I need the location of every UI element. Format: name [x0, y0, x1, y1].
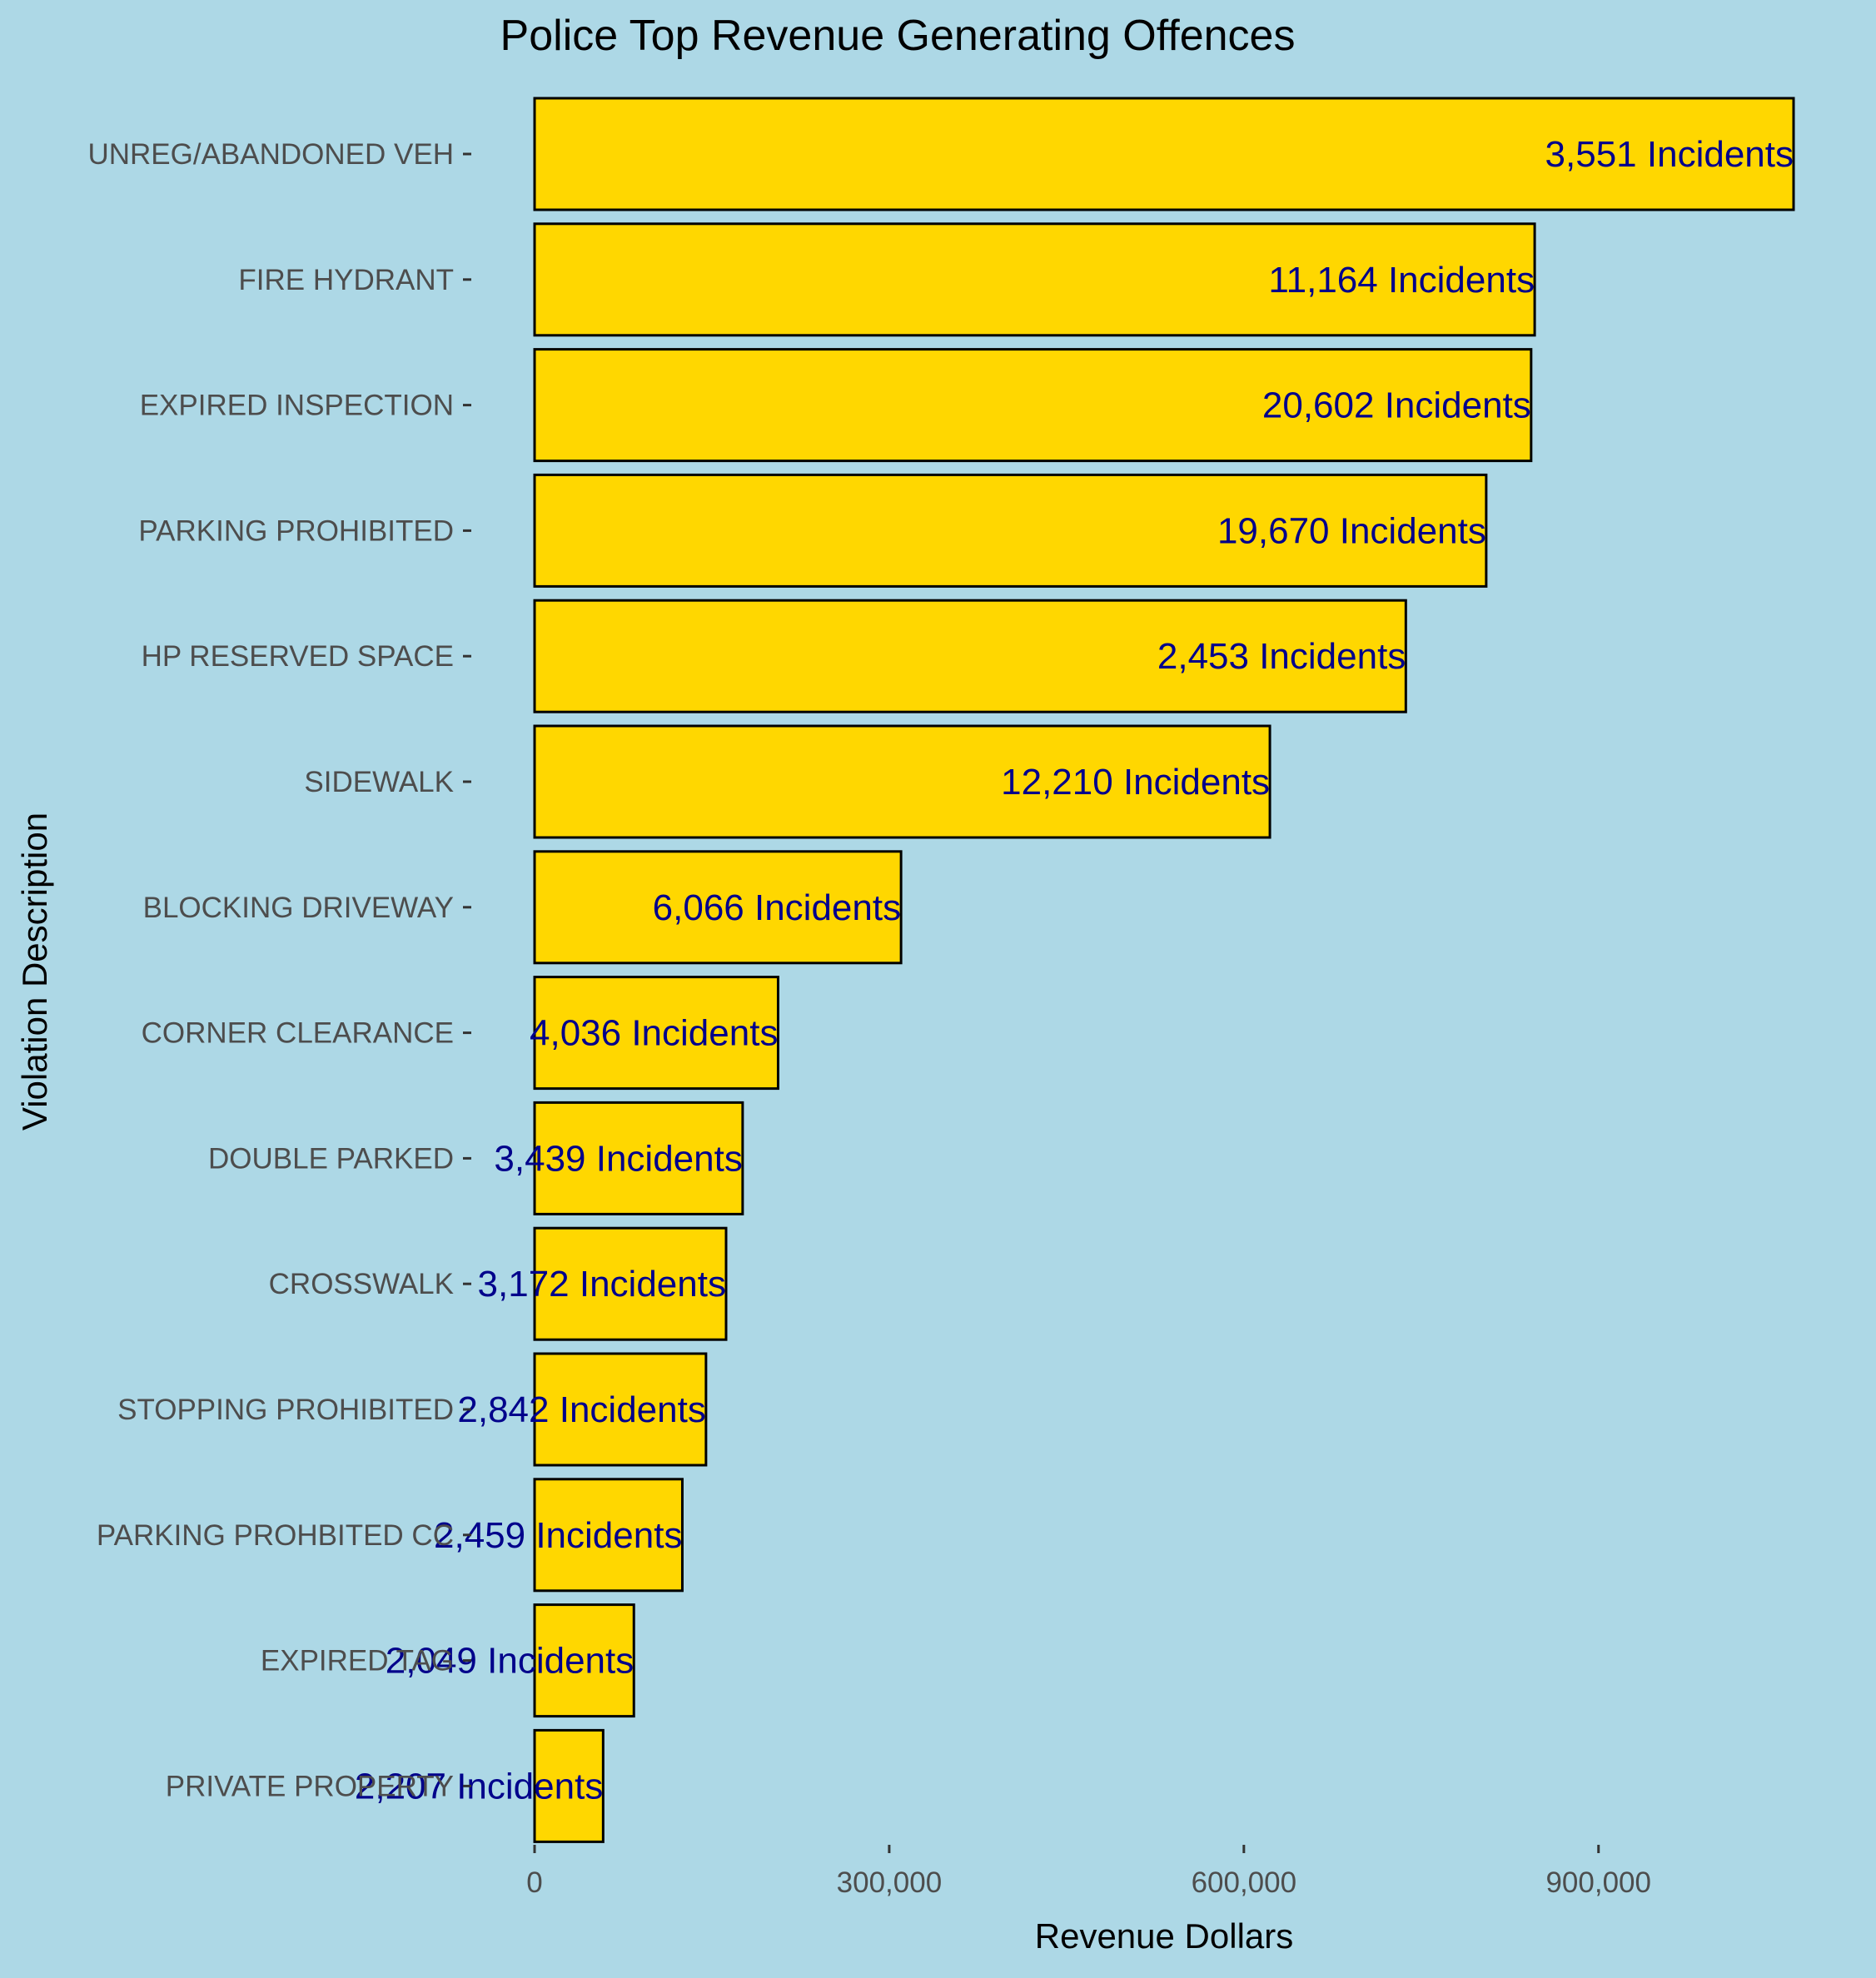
data-label: 2,459 Incidents [434, 1515, 682, 1556]
y-tick-label: PARKING PROHBITED CC [97, 1519, 454, 1552]
y-tick-label: CROSSWALK [269, 1268, 454, 1300]
x-tick-label: 900,000 [1545, 1866, 1651, 1899]
bar [533, 222, 1536, 337]
y-axis-title: Violation Description [15, 813, 54, 1131]
x-axis-title: Revenue Dollars [1035, 1916, 1294, 1956]
bar [533, 1728, 605, 1843]
bar [533, 850, 903, 965]
y-tick-label: BLOCKING DRIVEWAY [143, 892, 454, 924]
data-label: 11,164 Incidents [1268, 260, 1535, 301]
bar [533, 473, 1488, 588]
y-tick-label: HP RESERVED SPACE [142, 640, 454, 673]
bar [533, 599, 1407, 713]
y-axis: UNREG/ABANDONED VEH FIRE HYDRANT EXPIRED I… [87, 138, 471, 1802]
bar [533, 1478, 684, 1593]
y-tick-label: STOPPING PROHIBITED [117, 1394, 454, 1426]
bar [533, 976, 779, 1091]
bar [533, 348, 1533, 463]
y-tick-label: PRIVATE PROPERTY [166, 1770, 454, 1802]
bar [533, 1603, 635, 1718]
y-tick-label: EXPIRED INSPECTION [140, 390, 454, 422]
x-axis: 0 300,000 600,000 900,000 [526, 1845, 1651, 1899]
data-label: 3,439 Incidents [494, 1138, 742, 1179]
data-label: 2,207 Incidents [355, 1766, 603, 1807]
data-label: 4,036 Incidents [530, 1013, 778, 1054]
data-label: 2,842 Incidents [457, 1389, 705, 1430]
bar [533, 1226, 728, 1341]
y-tick-label: SIDEWALK [304, 766, 454, 798]
data-label: 12,210 Incidents [1001, 762, 1270, 803]
bar [533, 1352, 708, 1467]
data-label: 2,453 Incidents [1157, 636, 1406, 677]
x-tick-label: 0 [526, 1866, 542, 1899]
data-label: 2,049 Incidents [386, 1641, 634, 1682]
data-label: 19,670 Incidents [1217, 510, 1486, 551]
y-tick-label: PARKING PROHIBITED [138, 514, 454, 547]
bars-layer: 3,551 Incidents 11,164 Incidents 20,602 In… [355, 97, 1795, 1843]
x-tick-label: 600,000 [1192, 1866, 1297, 1899]
data-label: 3,551 Incidents [1545, 134, 1794, 175]
y-tick-label: FIRE HYDRANT [238, 264, 454, 296]
x-tick-label: 300,000 [837, 1866, 943, 1899]
y-tick-label: CORNER CLEARANCE [142, 1017, 454, 1050]
bar [533, 1101, 744, 1215]
y-tick-label: DOUBLE PARKED [208, 1142, 454, 1175]
data-label: 6,066 Incidents [653, 887, 901, 928]
bar [533, 97, 1795, 211]
y-tick-label: UNREG/ABANDONED VEH [87, 138, 454, 171]
chart-title: Police Top Revenue Generating Offences [500, 12, 1296, 60]
y-tick-label: EXPIRED TAG [261, 1645, 454, 1677]
data-label: 3,172 Incidents [478, 1264, 726, 1305]
data-label: 20,602 Incidents [1262, 385, 1531, 426]
bar [533, 724, 1271, 839]
